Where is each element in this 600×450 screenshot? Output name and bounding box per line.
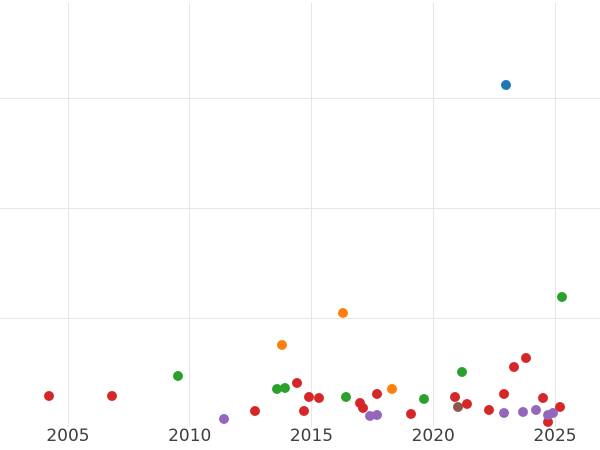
- data-point-red: [508, 361, 519, 372]
- data-point-purple: [372, 410, 383, 421]
- data-point-red: [299, 405, 310, 416]
- x-tick-label: 2010: [168, 426, 212, 446]
- gridline-vertical: [311, 3, 312, 427]
- data-point-purple: [530, 404, 541, 415]
- data-point-green: [172, 370, 183, 381]
- gridline-horizontal: [0, 318, 600, 319]
- data-point-red: [406, 409, 417, 420]
- data-point-red: [554, 401, 565, 412]
- data-point-red: [357, 402, 368, 413]
- gridline-vertical: [67, 3, 69, 427]
- data-point-red: [291, 378, 302, 389]
- data-point-red: [520, 353, 531, 364]
- data-point-red: [462, 399, 473, 410]
- data-point-green: [557, 291, 568, 302]
- data-point-red: [450, 391, 461, 402]
- data-point-purple: [518, 407, 529, 417]
- data-point-brown: [452, 401, 463, 412]
- data-point-red: [484, 404, 495, 415]
- gridline-horizontal: [0, 208, 600, 209]
- data-point-green: [418, 393, 429, 404]
- data-point-blue: [501, 80, 512, 91]
- data-point-red: [372, 389, 383, 400]
- data-point-red: [304, 391, 315, 402]
- data-point-orange: [277, 339, 288, 350]
- x-tick-label: 2005: [46, 426, 90, 446]
- data-point-red: [537, 392, 548, 403]
- x-tick-label: 2015: [289, 426, 334, 446]
- data-point-green: [272, 383, 283, 394]
- data-point-purple: [364, 411, 375, 422]
- gridline-horizontal: [0, 98, 600, 99]
- gridline-vertical: [554, 3, 556, 427]
- data-point-red: [498, 389, 509, 400]
- x-tick-label: 2025: [533, 426, 577, 446]
- data-point-red: [43, 390, 54, 401]
- data-point-purple: [547, 408, 558, 419]
- data-point-orange: [338, 308, 349, 318]
- data-point-green: [457, 367, 468, 378]
- data-point-orange: [386, 383, 397, 394]
- data-point-red: [313, 392, 324, 403]
- data-point-red: [250, 405, 261, 416]
- gridline-vertical: [189, 3, 191, 427]
- data-point-purple: [218, 413, 229, 424]
- data-point-green: [340, 391, 351, 402]
- gridline-vertical: [432, 3, 434, 427]
- data-point-red: [106, 390, 117, 401]
- data-point-red: [542, 416, 553, 427]
- x-tick-label: 2020: [411, 426, 455, 446]
- data-point-purple: [498, 408, 509, 419]
- data-point-green: [279, 382, 290, 393]
